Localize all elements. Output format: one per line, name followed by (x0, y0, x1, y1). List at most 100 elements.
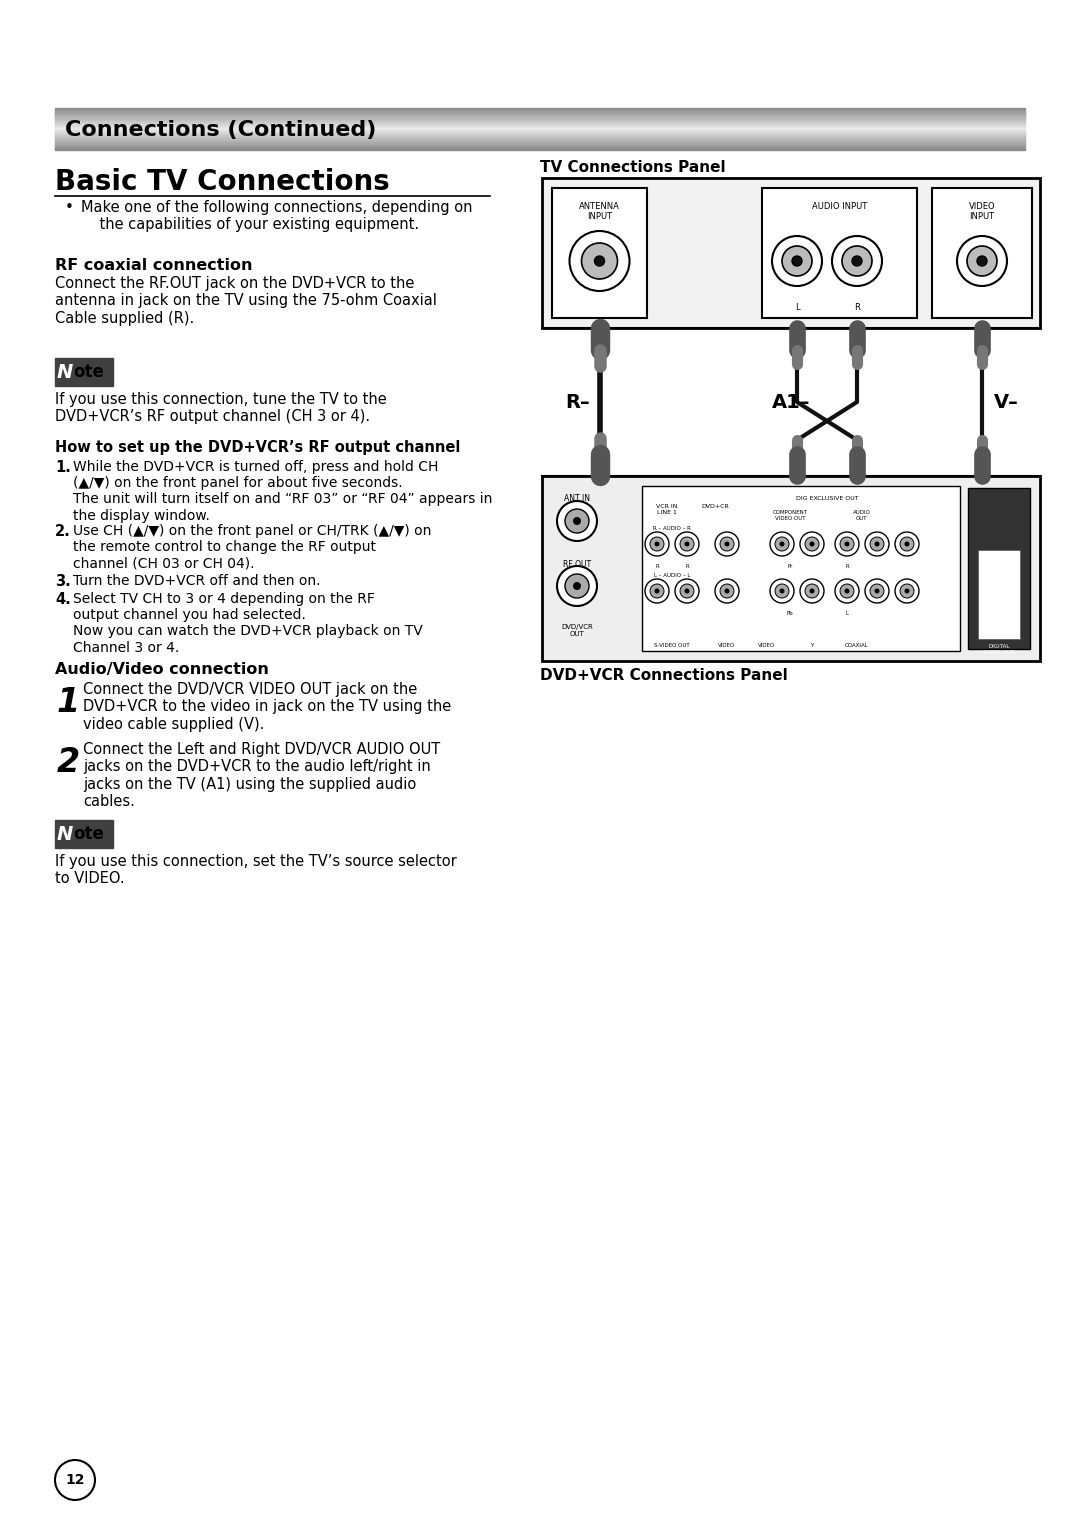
Circle shape (967, 246, 997, 277)
Circle shape (645, 579, 669, 604)
Circle shape (900, 536, 914, 552)
Text: ANTENNA
INPUT: ANTENNA INPUT (579, 202, 620, 222)
Text: ote: ote (73, 825, 104, 843)
Circle shape (650, 536, 664, 552)
Text: R: R (656, 564, 659, 568)
Circle shape (715, 579, 739, 604)
Text: R–: R– (565, 393, 590, 411)
Circle shape (865, 532, 889, 556)
Text: OPTICAL: OPTICAL (986, 630, 1012, 634)
Circle shape (725, 588, 729, 593)
Circle shape (805, 584, 819, 597)
Circle shape (720, 536, 734, 552)
Text: If you use this connection, tune the TV to the
DVD+VCR’s RF output channel (CH 3: If you use this connection, tune the TV … (55, 393, 387, 425)
Circle shape (720, 584, 734, 597)
Text: Turn the DVD+VCR off and then on.: Turn the DVD+VCR off and then on. (73, 575, 321, 588)
Bar (542, 177, 1040, 329)
Circle shape (875, 541, 879, 547)
Text: 1: 1 (57, 686, 80, 720)
Text: RF coaxial connection: RF coaxial connection (55, 258, 253, 274)
Circle shape (835, 532, 859, 556)
Text: ANT IN: ANT IN (564, 494, 590, 503)
Text: V–: V– (994, 393, 1018, 411)
Text: COAXIAL: COAXIAL (846, 643, 869, 648)
Circle shape (800, 532, 824, 556)
Text: Make one of the following connections, depending on
    the capabilities of your: Make one of the following connections, d… (81, 200, 473, 232)
Circle shape (565, 575, 589, 597)
Circle shape (569, 231, 630, 290)
Circle shape (654, 588, 660, 593)
Text: L: L (846, 611, 849, 616)
Circle shape (557, 565, 597, 607)
Text: L – AUDIO – L: L – AUDIO – L (653, 573, 690, 578)
Text: L: L (795, 303, 799, 312)
Text: A1–: A1– (772, 393, 810, 411)
Circle shape (905, 541, 909, 547)
Text: RF OUT: RF OUT (563, 559, 591, 568)
Text: VCR IN
LINE 1: VCR IN LINE 1 (657, 504, 678, 515)
Text: AUDIO INPUT: AUDIO INPUT (812, 202, 867, 211)
Circle shape (835, 579, 859, 604)
Circle shape (55, 1459, 95, 1500)
Circle shape (800, 579, 824, 604)
Text: COMPONENT
VIDEO OUT: COMPONENT VIDEO OUT (772, 510, 808, 521)
Text: Connect the RF.OUT jack on the DVD+VCR to the
antenna in jack on the TV using th: Connect the RF.OUT jack on the DVD+VCR t… (55, 277, 437, 325)
Text: Pr: Pr (787, 564, 793, 568)
Circle shape (840, 536, 854, 552)
Circle shape (870, 536, 885, 552)
Bar (55, 358, 113, 387)
Bar (762, 188, 917, 318)
Circle shape (675, 579, 699, 604)
Circle shape (895, 532, 919, 556)
Text: S-VIDEO OUT: S-VIDEO OUT (654, 643, 690, 648)
Circle shape (770, 532, 794, 556)
Text: VIDEO: VIDEO (718, 643, 735, 648)
Circle shape (782, 246, 812, 277)
Circle shape (565, 509, 589, 533)
Text: DVD+VCR Connections Panel: DVD+VCR Connections Panel (540, 668, 787, 683)
Circle shape (852, 257, 862, 266)
Circle shape (810, 541, 814, 547)
Circle shape (895, 579, 919, 604)
Circle shape (770, 579, 794, 604)
Text: TV Connections Panel: TV Connections Panel (540, 160, 726, 176)
Text: VIDEO: VIDEO (758, 643, 775, 648)
Circle shape (581, 243, 618, 280)
Bar (552, 188, 647, 318)
Text: 2.: 2. (55, 524, 71, 539)
Text: Connect the Left and Right DVD/VCR AUDIO OUT
jacks on the DVD+VCR to the audio l: Connect the Left and Right DVD/VCR AUDIO… (83, 743, 441, 810)
Circle shape (573, 582, 581, 590)
Circle shape (845, 541, 850, 547)
Text: R – AUDIO – R: R – AUDIO – R (653, 526, 691, 532)
Text: Select TV CH to 3 or 4 depending on the RF
output channel you had selected.
Now : Select TV CH to 3 or 4 depending on the … (73, 591, 422, 654)
Text: Pb: Pb (786, 611, 794, 616)
Text: •: • (65, 200, 73, 215)
Circle shape (905, 588, 909, 593)
Circle shape (875, 588, 879, 593)
Circle shape (810, 588, 814, 593)
Circle shape (715, 532, 739, 556)
Circle shape (900, 584, 914, 597)
Text: Connect the DVD/VCR VIDEO OUT jack on the
DVD+VCR to the video in jack on the TV: Connect the DVD/VCR VIDEO OUT jack on th… (83, 681, 451, 732)
Circle shape (557, 501, 597, 541)
Text: Connections (Continued): Connections (Continued) (65, 121, 376, 141)
Text: R: R (685, 564, 689, 568)
Text: DIGITAL
AUDIO OUT: DIGITAL AUDIO OUT (984, 643, 1014, 656)
Text: How to set up the DVD+VCR’s RF output channel: How to set up the DVD+VCR’s RF output ch… (55, 440, 460, 455)
Bar (55, 821, 113, 848)
Circle shape (775, 536, 789, 552)
Text: While the DVD+VCR is turned off, press and hold CH
(▲/▼) on the front panel for : While the DVD+VCR is turned off, press a… (73, 460, 492, 523)
Text: 1.: 1. (55, 460, 71, 475)
Circle shape (772, 235, 822, 286)
Circle shape (780, 588, 784, 593)
Circle shape (805, 536, 819, 552)
Circle shape (675, 532, 699, 556)
Circle shape (650, 584, 664, 597)
Circle shape (680, 536, 694, 552)
Circle shape (977, 257, 987, 266)
Bar (642, 486, 960, 651)
Circle shape (865, 579, 889, 604)
Circle shape (832, 235, 882, 286)
Circle shape (840, 584, 854, 597)
Text: DIG EXCLUSIVE OUT: DIG EXCLUSIVE OUT (796, 497, 859, 501)
